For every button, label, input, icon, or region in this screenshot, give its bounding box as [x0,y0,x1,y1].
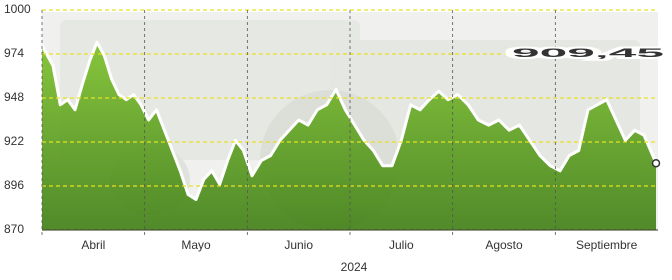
x-tick-label: Abril [81,238,105,252]
x-tick-label: Julio [389,238,414,252]
y-tick-label: 896 [4,178,24,192]
x-tick-label: Agosto [485,238,523,252]
x-tick-label: Septiembre [576,238,638,252]
chart: 2024 870 896 922 948 974 1000 Abril Mayo Junio Ju… [0,0,672,280]
last-point [653,160,660,167]
y-tick-label: 948 [4,90,24,104]
x-tick-label: Junio [284,238,313,252]
x-tick-label: Mayo [181,238,211,252]
y-tick-label: 922 [4,134,24,148]
y-tick-label: 974 [4,46,24,60]
value-label: 909,45 [512,46,665,60]
y-tick-label: 1000 [4,2,31,16]
x-axis-label: 2024 [341,260,368,274]
y-tick-label: 870 [4,222,24,236]
